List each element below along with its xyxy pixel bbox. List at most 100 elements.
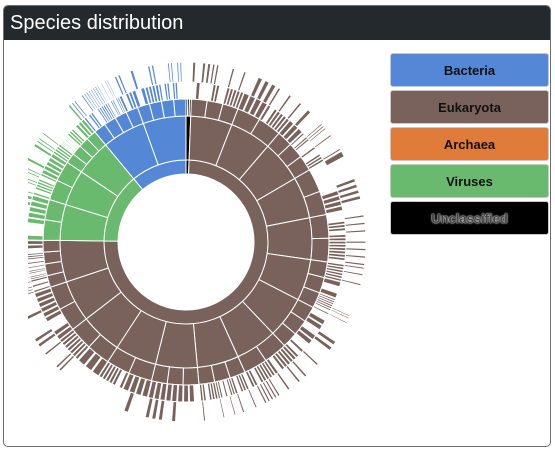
sunburst-segment-bacteria-leaf[interactable] <box>166 62 172 84</box>
sunburst-segment-eukaryota-leaf[interactable] <box>28 280 32 288</box>
sunburst-segment-eukaryota-leaf[interactable] <box>335 177 357 190</box>
sunburst-segment-eukaryota-leaf[interactable] <box>304 316 324 331</box>
sunburst-segment-eukaryota-leaf[interactable] <box>235 392 246 414</box>
sunburst-segment-eukaryota-leaf[interactable] <box>275 371 291 392</box>
sunburst-segment-bacteria-leaf[interactable] <box>139 86 150 106</box>
sunburst-segment-bacteria-leaf[interactable] <box>117 73 128 95</box>
sunburst-segment-viruses-leaf[interactable] <box>47 156 66 171</box>
legend-item-viruses[interactable]: Viruses <box>390 164 549 198</box>
sunburst-segment-viruses-leaf[interactable] <box>67 103 84 122</box>
sunburst-segment-eukaryota-sub[interactable] <box>196 364 216 385</box>
sunburst-segment-eukaryota-leaf[interactable] <box>28 240 44 245</box>
sunburst-segment-eukaryota-leaf[interactable] <box>308 126 327 143</box>
sunburst-segment-eukaryota-leaf[interactable] <box>200 62 207 84</box>
sunburst-segment-viruses-leaf[interactable] <box>40 168 60 181</box>
sunburst-segment-eukaryota-leaf[interactable] <box>55 351 73 369</box>
sunburst-segment-eukaryota-leaf[interactable] <box>342 269 364 277</box>
sunburst-segment-eukaryota-leaf[interactable] <box>271 353 286 371</box>
sunburst-segment-eukaryota-leaf[interactable] <box>295 329 313 345</box>
sunburst-segment-eukaryota-leaf[interactable] <box>188 384 196 403</box>
sunburst-segment-eukaryota-leaf[interactable] <box>291 359 308 378</box>
sunburst-segment-eukaryota-leaf[interactable] <box>327 312 348 325</box>
sunburst-segment-viruses-leaf[interactable] <box>62 137 78 151</box>
sunburst-segment-eukaryota-sub[interactable] <box>310 237 330 263</box>
sunburst-segment-eukaryota-leaf[interactable] <box>293 108 312 128</box>
sunburst-segment-eukaryota-leaf[interactable] <box>225 378 234 397</box>
sunburst-segment-viruses-leaf[interactable] <box>28 217 46 226</box>
sunburst-segment-viruses-leaf[interactable] <box>28 156 46 170</box>
sunburst-segment-eukaryota-leaf[interactable] <box>340 278 362 287</box>
sunburst-segment-eukaryota-leaf[interactable] <box>330 306 352 318</box>
sunburst-segment-eukaryota-leaf[interactable] <box>221 379 229 398</box>
sunburst-segment-eukaryota-leaf[interactable] <box>249 76 264 98</box>
sunburst-segment-eukaryota-leaf[interactable] <box>101 363 115 381</box>
sunburst-segment-bacteria-leaf[interactable] <box>166 82 172 101</box>
sunburst-segment-bacteria-leaf[interactable] <box>105 79 118 100</box>
sunburst-segment-eukaryota-leaf[interactable] <box>343 263 365 270</box>
sunburst-segment-eukaryota-sub[interactable] <box>42 239 61 253</box>
sunburst-segment-eukaryota-leaf[interactable] <box>267 86 282 107</box>
sunburst-segment-bacteria-leaf[interactable] <box>113 75 125 96</box>
sunburst-segment-viruses-leaf[interactable] <box>28 166 42 177</box>
sunburst-segment-eukaryota-leaf[interactable] <box>43 340 63 357</box>
sunburst-segment-bacteria-leaf[interactable] <box>118 94 130 113</box>
sunburst-segment-eukaryota-leaf[interactable] <box>98 361 112 379</box>
sunburst-segment-eukaryota-leaf[interactable] <box>281 344 297 361</box>
sunburst-segment-eukaryota-leaf[interactable] <box>42 304 61 318</box>
sunburst-segment-eukaryota-leaf[interactable] <box>277 93 293 114</box>
sunburst-segment-eukaryota-leaf[interactable] <box>264 379 278 400</box>
sunburst-segment-eukaryota-leaf[interactable] <box>322 277 342 288</box>
sunburst-segment-eukaryota-leaf[interactable] <box>261 381 275 401</box>
sunburst-segment-eukaryota-sub[interactable] <box>42 250 63 265</box>
sunburst-segment-eukaryota-leaf[interactable] <box>278 119 295 138</box>
sunburst-segment-eukaryota-leaf[interactable] <box>247 388 258 409</box>
sunburst-segment-bacteria-leaf[interactable] <box>129 69 140 91</box>
sunburst-segment-eukaryota-leaf[interactable] <box>328 240 347 245</box>
sunburst-segment-eukaryota-leaf[interactable] <box>329 308 350 320</box>
sunburst-segment-eukaryota-leaf[interactable] <box>258 382 272 403</box>
sunburst-segment-eukaryota-leaf[interactable] <box>118 371 130 390</box>
legend-item-eukaryota[interactable]: Eukaryota <box>390 90 549 124</box>
sunburst-segment-bacteria-sub[interactable] <box>160 98 176 119</box>
sunburst-segment-viruses-sub[interactable] <box>42 219 63 241</box>
sunburst-segment-eukaryota-leaf[interactable] <box>286 101 303 121</box>
sunburst-segment-eukaryota-leaf[interactable] <box>339 194 362 205</box>
sunburst-segment-bacteria-leaf[interactable] <box>89 88 103 108</box>
sunburst-segment-eukaryota-leaf[interactable] <box>267 377 281 398</box>
sunburst-segment-eukaryota-leaf[interactable] <box>285 364 302 384</box>
sunburst-segment-eukaryota-leaf[interactable] <box>312 334 333 352</box>
sunburst-segment-eukaryota-leaf[interactable] <box>134 377 147 397</box>
sunburst-segment-eukaryota-leaf[interactable] <box>299 145 317 160</box>
sunburst-segment-eukaryota-leaf[interactable] <box>177 384 184 403</box>
sunburst-segment-eukaryota-leaf[interactable] <box>305 122 324 139</box>
sunburst-segment-eukaryota-leaf[interactable] <box>151 398 160 420</box>
sunburst-segment-eukaryota-leaf[interactable] <box>261 83 277 105</box>
sunburst-segment-eukaryota-leaf[interactable] <box>255 384 268 405</box>
sunburst-segment-bacteria-sub[interactable] <box>173 98 187 118</box>
sunburst-segment-bacteria-leaf[interactable] <box>103 80 116 100</box>
sunburst-segment-eukaryota-leaf[interactable] <box>44 309 63 323</box>
sunburst-segment-viruses-leaf[interactable] <box>64 135 80 149</box>
sunburst-segment-bacteria-leaf[interactable] <box>89 111 104 128</box>
sunburst-segment-bacteria-leaf[interactable] <box>111 98 122 116</box>
sunburst-segment-eukaryota-leaf[interactable] <box>37 296 57 309</box>
sunburst-segment-eukaryota-leaf[interactable] <box>237 92 251 112</box>
sunburst-segment-bacteria-leaf[interactable] <box>176 61 180 83</box>
sunburst-segment-eukaryota-leaf[interactable] <box>104 364 118 383</box>
sunburst-segment-bacteria-leaf[interactable] <box>96 84 109 104</box>
sunburst-segment-eukaryota-leaf[interactable] <box>28 285 34 293</box>
sunburst-segment-eukaryota-leaf[interactable] <box>183 384 190 403</box>
sunburst-segment-eukaryota-leaf[interactable] <box>170 400 178 422</box>
sunburst-segment-viruses-leaf[interactable] <box>28 197 32 207</box>
sunburst-segment-viruses-leaf[interactable] <box>77 120 93 138</box>
legend-item-bacteria[interactable]: Bacteria <box>390 53 549 87</box>
sunburst-segment-eukaryota-leaf[interactable] <box>144 397 154 419</box>
sunburst-segment-viruses-leaf[interactable] <box>28 187 35 196</box>
sunburst-segment-eukaryota-leaf[interactable] <box>345 247 367 252</box>
sunburst-segment-eukaryota-leaf[interactable] <box>228 395 237 416</box>
sunburst-segment-viruses-leaf[interactable] <box>28 205 48 216</box>
sunburst-segment-viruses-leaf[interactable] <box>35 139 55 154</box>
sunburst-segment-eukaryota-leaf[interactable] <box>323 150 346 167</box>
sunburst-segment-eukaryota-leaf[interactable] <box>324 205 344 215</box>
sunburst-segment-bacteria-leaf[interactable] <box>174 81 179 100</box>
